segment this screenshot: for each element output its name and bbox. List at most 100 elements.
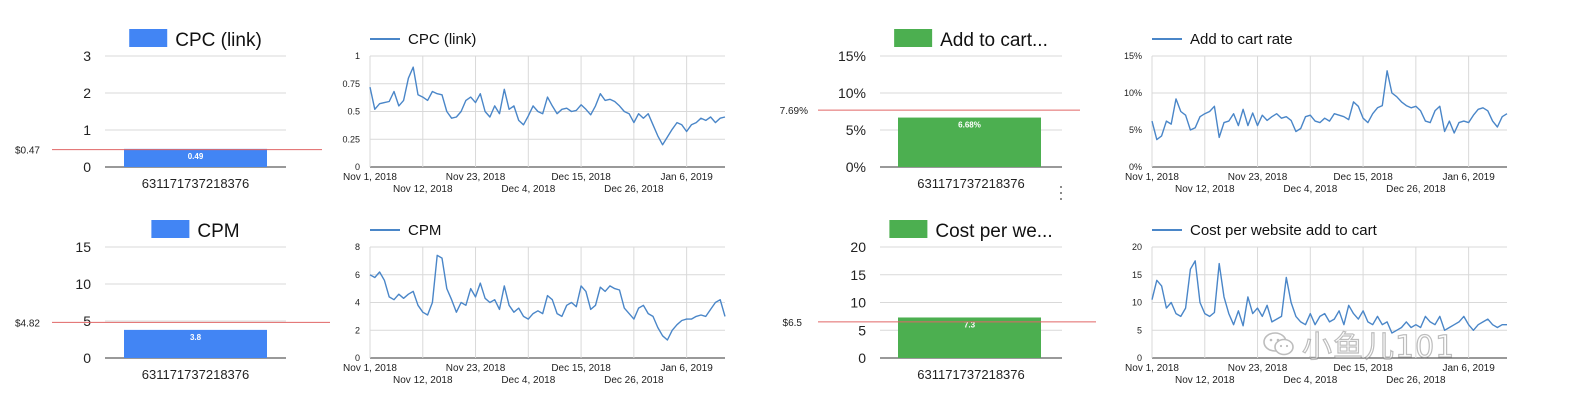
legend-swatch (129, 29, 168, 47)
y-tick-label: 5 (83, 313, 91, 329)
x-tick-label: Jan 6, 2019 (660, 363, 713, 374)
x-tick-label: Nov 1, 2018 (1125, 172, 1179, 183)
category-label: 631171737218376 (917, 367, 1025, 382)
y-tick-label: 0.5 (347, 107, 360, 117)
y-tick-label: 3 (83, 48, 91, 64)
y-tick-label: 0 (355, 353, 360, 363)
x-tick-label: Nov 12, 2018 (393, 184, 453, 195)
x-tick-label: Nov 12, 2018 (1175, 375, 1235, 386)
watermark: 小鱼儿101 (1262, 322, 1455, 366)
x-tick-label: Jan 6, 2019 (1442, 363, 1495, 374)
reference-label: 7.69% (780, 106, 808, 117)
y-tick-label: 5 (1137, 325, 1142, 335)
x-tick-label: Dec 26, 2018 (1386, 375, 1446, 386)
bar-data-label: 3.8 (190, 333, 202, 342)
y-tick-label: 2 (83, 85, 91, 101)
x-tick-label: Dec 15, 2018 (551, 172, 611, 183)
category-label: 631171737218376 (917, 176, 1025, 191)
reference-label: $4.82 (15, 318, 40, 329)
x-tick-label: Dec 4, 2018 (501, 375, 555, 386)
y-tick-label: 15 (1132, 270, 1142, 280)
x-tick-label: Dec 26, 2018 (1386, 184, 1446, 195)
y-tick-label: 20 (850, 239, 866, 255)
bar-data-label: 6.68% (958, 121, 981, 130)
x-tick-label: Dec 26, 2018 (604, 184, 664, 195)
reference-label: $0.47 (15, 146, 40, 157)
y-tick-label: 10 (850, 295, 866, 311)
y-tick-label: 10% (838, 85, 866, 101)
legend-label: Add to cart... (940, 30, 1048, 51)
y-tick-label: 15% (1124, 51, 1142, 61)
y-tick-label: 15 (850, 267, 866, 283)
y-tick-label: 10 (75, 276, 91, 292)
x-tick-label: Jan 6, 2019 (1442, 172, 1495, 183)
y-tick-label: 5% (1129, 125, 1142, 135)
x-tick-label: Nov 1, 2018 (343, 172, 397, 183)
legend-label: CPC (link) (175, 30, 262, 51)
wechat-icon (1263, 332, 1294, 356)
y-tick-label: 0 (858, 350, 866, 366)
x-tick-label: Dec 15, 2018 (1333, 363, 1393, 374)
bar (124, 148, 267, 167)
legend-label: CPC (link) (408, 31, 476, 48)
legend-swatch (894, 29, 933, 47)
x-tick-label: Nov 23, 2018 (446, 363, 506, 374)
y-tick-label: 15% (838, 48, 866, 64)
watermark-text: 小鱼儿101 (1301, 329, 1456, 365)
x-tick-label: Nov 12, 2018 (393, 375, 453, 386)
x-tick-label: Dec 4, 2018 (1283, 375, 1337, 386)
y-tick-label: 10 (1132, 298, 1142, 308)
bar-chart-2: 0% 5% 10% 15% Add to cart... 6.68% 63117173721… (780, 29, 1080, 191)
y-tick-label: 20 (1132, 242, 1142, 252)
legend-swatch (889, 220, 928, 238)
y-tick-label: 0.25 (342, 134, 360, 144)
series-line (369, 254, 726, 341)
category-label: 631171737218376 (142, 176, 250, 191)
bar-data-label: 0.49 (188, 152, 204, 161)
y-tick-label: 0.75 (342, 79, 360, 89)
y-tick-label: 0 (1137, 353, 1142, 363)
bar-data-label: 7.3 (964, 320, 976, 329)
x-tick-label: Nov 23, 2018 (1228, 363, 1288, 374)
y-tick-label: 0% (1129, 162, 1142, 172)
y-tick-label: 8 (355, 242, 360, 252)
x-tick-label: Dec 15, 2018 (1333, 172, 1393, 183)
bar (898, 117, 1041, 167)
series-line (1151, 260, 1507, 334)
x-tick-label: Nov 23, 2018 (1228, 172, 1288, 183)
x-tick-label: Nov 1, 2018 (343, 363, 397, 374)
bar (124, 329, 267, 358)
y-tick-label: 0 (83, 350, 91, 366)
y-tick-label: 4 (355, 298, 360, 308)
x-tick-label: Nov 12, 2018 (1175, 184, 1235, 195)
y-tick-label: 0 (355, 162, 360, 172)
y-tick-label: 15 (75, 239, 91, 255)
y-tick-label: 1 (83, 122, 91, 138)
y-tick-label: 6 (355, 270, 360, 280)
y-tick-label: 2 (355, 325, 360, 335)
x-tick-label: Nov 23, 2018 (446, 172, 506, 183)
legend-label: CPM (408, 222, 441, 239)
series-line (369, 66, 726, 146)
category-label: 631171737218376 (142, 367, 250, 382)
y-tick-label: 0% (846, 159, 866, 175)
y-tick-label: 5 (858, 322, 866, 338)
series-line (1151, 70, 1508, 141)
y-tick-label: 5% (846, 122, 866, 138)
legend-label: CPM (197, 221, 239, 242)
y-tick-label: 10% (1124, 88, 1142, 98)
bar-chart-0: 0 1 2 3 CPC (link) 0.49 631171737218376 $0.47 (15, 29, 322, 191)
bar-chart-4: 0 5 10 15 CPM 3.8 631171737218376 $4.82 (15, 220, 330, 382)
legend-label: Add to cart rate (1190, 31, 1293, 48)
x-tick-label: Jan 6, 2019 (660, 172, 713, 183)
reference-label: $6.5 (783, 318, 803, 329)
x-tick-label: Dec 4, 2018 (1283, 184, 1337, 195)
legend-label: Cost per website add to cart (1190, 222, 1378, 239)
more-options-icon[interactable] (1058, 186, 1064, 200)
y-tick-label: 1 (355, 51, 360, 61)
